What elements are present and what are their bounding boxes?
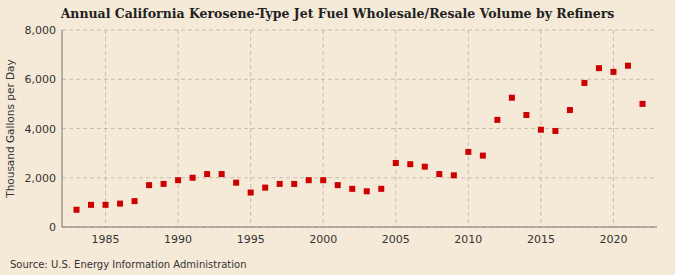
y-grid-line bbox=[62, 128, 657, 129]
point bbox=[132, 198, 138, 204]
point bbox=[233, 180, 239, 186]
y-tick-label: 8,000 bbox=[25, 24, 57, 37]
annotation: Source: U.S. Energy Information Administ… bbox=[10, 259, 247, 270]
point bbox=[161, 181, 167, 187]
point bbox=[538, 127, 544, 133]
point bbox=[436, 171, 442, 177]
x-tick-label: 2020 bbox=[599, 233, 627, 246]
x-grid-line bbox=[105, 30, 106, 227]
point bbox=[422, 164, 428, 170]
y-axis-label: Thousand Gallons per Day bbox=[4, 59, 16, 199]
point bbox=[74, 207, 80, 213]
x-tick-label: 1985 bbox=[92, 233, 120, 246]
point bbox=[117, 201, 123, 207]
x-tick-label: 2005 bbox=[382, 233, 410, 246]
point bbox=[480, 153, 486, 159]
x-tick-label: 2000 bbox=[309, 233, 337, 246]
point bbox=[306, 177, 312, 183]
y-grid-line bbox=[62, 79, 657, 80]
point bbox=[88, 202, 94, 208]
x-grid-line bbox=[250, 30, 251, 227]
grid bbox=[62, 30, 657, 227]
x-tick-label: 2010 bbox=[454, 233, 482, 246]
title: Annual California Kerosene-Type Jet Fuel… bbox=[60, 6, 615, 21]
point bbox=[581, 80, 587, 86]
point bbox=[204, 171, 210, 177]
point bbox=[219, 171, 225, 177]
point bbox=[451, 172, 457, 178]
point bbox=[349, 186, 355, 192]
point bbox=[407, 161, 413, 167]
x-axis-line bbox=[62, 227, 657, 228]
y-tick-label: 6,000 bbox=[25, 73, 57, 86]
point bbox=[277, 181, 283, 187]
point bbox=[610, 69, 616, 75]
point bbox=[146, 182, 152, 188]
point bbox=[639, 101, 645, 107]
x-grid-line bbox=[395, 30, 396, 227]
point bbox=[190, 175, 196, 181]
x-tick-label: 1995 bbox=[237, 233, 265, 246]
point bbox=[364, 188, 370, 194]
point bbox=[393, 160, 399, 166]
y-tick-label: 0 bbox=[49, 221, 56, 234]
point bbox=[509, 95, 515, 101]
x-tick-label: 2015 bbox=[527, 233, 555, 246]
point bbox=[335, 182, 341, 188]
y-grid-line bbox=[62, 177, 657, 178]
chart-svg: Annual California Kerosene-Type Jet Fuel… bbox=[0, 0, 675, 275]
point bbox=[494, 117, 500, 123]
point bbox=[523, 112, 529, 118]
point bbox=[567, 107, 573, 113]
y-grid-line bbox=[62, 30, 657, 31]
chart-container: Annual California Kerosene-Type Jet Fuel… bbox=[0, 0, 675, 275]
points bbox=[74, 63, 646, 213]
point bbox=[248, 190, 254, 196]
y-tick-label: 2,000 bbox=[25, 172, 57, 185]
x-grid-line bbox=[468, 30, 469, 227]
point bbox=[320, 177, 326, 183]
point bbox=[378, 186, 384, 192]
x-grid-line bbox=[613, 30, 614, 227]
y-tick-label: 4,000 bbox=[25, 123, 57, 136]
y-axis-line bbox=[62, 30, 63, 227]
x-grid-line bbox=[178, 30, 179, 227]
point bbox=[262, 185, 268, 191]
y-grid-line bbox=[62, 227, 657, 228]
point bbox=[625, 63, 631, 69]
point bbox=[552, 128, 558, 134]
point bbox=[291, 181, 297, 187]
x-grid-line bbox=[323, 30, 324, 227]
point bbox=[103, 202, 109, 208]
point bbox=[596, 65, 602, 71]
x-tick-label: 1990 bbox=[164, 233, 192, 246]
point bbox=[465, 149, 471, 155]
point bbox=[175, 177, 181, 183]
